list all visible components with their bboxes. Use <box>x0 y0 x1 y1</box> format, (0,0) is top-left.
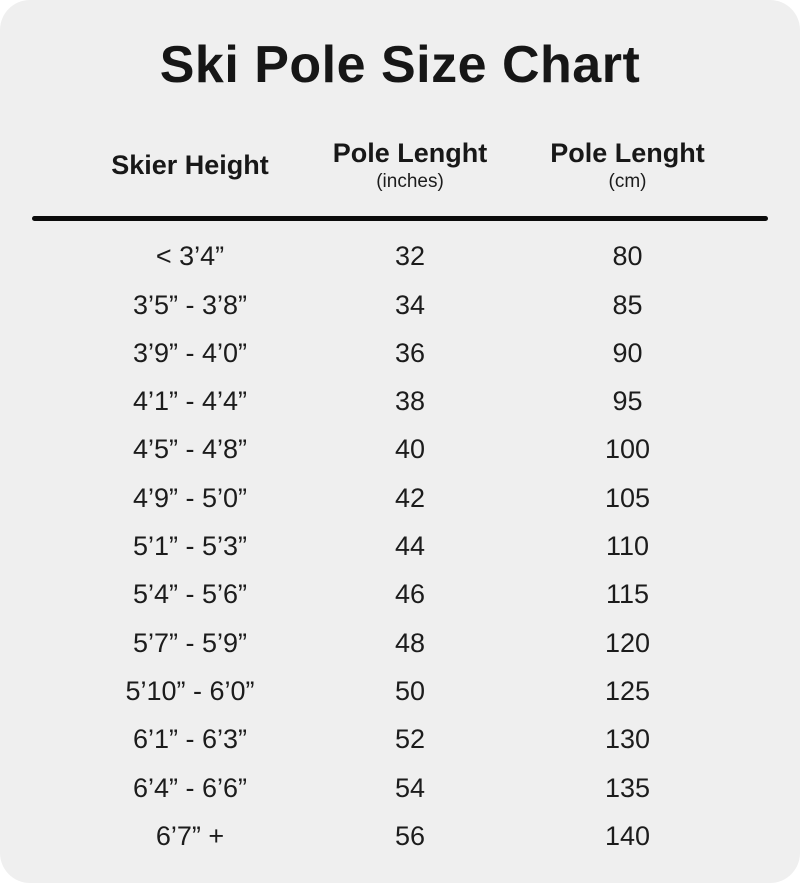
cell-pole-length-cm: 140 <box>604 820 651 851</box>
table-row: 5’1” - 5’3” 44 110 <box>0 522 800 570</box>
cell-pole-length-cm: 95 <box>612 386 643 417</box>
cell-pole-length-inches: 40 <box>394 434 426 465</box>
table-row: 4’1” - 4’4” 38 95 <box>0 378 800 426</box>
cell-skier-height: 3’5” - 3’8” <box>132 289 248 320</box>
cell-pole-length-cm: 80 <box>612 241 643 272</box>
cell-pole-length-inches: 42 <box>394 482 426 513</box>
table-row: 3’5” - 3’8” 34 85 <box>0 281 800 329</box>
cell-pole-length-inches: 52 <box>394 724 426 755</box>
cell-pole-length-cm: 100 <box>604 434 651 465</box>
table-row: 6’4” - 6’6” 54 135 <box>0 764 800 812</box>
header-sublabel-cm-unit: (cm) <box>608 170 647 192</box>
table-row: 4’9” - 5’0” 42 105 <box>0 474 800 522</box>
cell-pole-length-cm: 120 <box>604 627 651 658</box>
cell-pole-length-cm: 130 <box>604 724 651 755</box>
cell-pole-length-inches: 36 <box>394 337 426 368</box>
cell-skier-height: 6’4” - 6’6” <box>132 772 248 803</box>
cell-pole-length-inches: 54 <box>394 772 426 803</box>
header-cell-pole-length-inches: Pole Lenght (inches) <box>320 138 500 194</box>
cell-pole-length-cm: 90 <box>612 337 643 368</box>
cell-skier-height: 4’9” - 5’0” <box>132 482 248 513</box>
table-header: Skier Height Pole Lenght (inches) Pole L… <box>0 138 800 194</box>
table-row: 5’10” - 6’0” 50 125 <box>0 667 800 715</box>
table-row: < 3’4” 32 80 <box>0 233 800 281</box>
cell-pole-length-cm: 85 <box>612 289 643 320</box>
header-label-pole-length-cm: Pole Lenght <box>550 137 705 168</box>
header-divider-line <box>32 215 768 221</box>
table-row: 4’5” - 4’8” 40 100 <box>0 426 800 474</box>
header-sublabel-inches-unit: (inches) <box>376 170 444 192</box>
cell-skier-height: 4’1” - 4’4” <box>132 386 248 417</box>
header-label-skier-height: Skier Height <box>111 150 269 181</box>
cell-skier-height: 4’5” - 4’8” <box>132 434 248 465</box>
table-row: 6’1” - 6’3” 52 130 <box>0 716 800 764</box>
cell-pole-length-inches: 46 <box>394 579 426 610</box>
page-title: Ski Pole Size Chart <box>159 36 641 94</box>
cell-skier-height: < 3’4” <box>155 241 225 272</box>
cell-skier-height: 3’9” - 4’0” <box>132 337 248 368</box>
header-cell-pole-length-cm: Pole Lenght (cm) <box>500 138 755 194</box>
cell-pole-length-cm: 105 <box>604 482 651 513</box>
cell-pole-length-inches: 44 <box>394 531 426 562</box>
header-label-pole-length-inches: Pole Lenght <box>332 137 488 168</box>
header-cell-skier-height: Skier Height <box>60 150 320 181</box>
cell-skier-height: 5’10” - 6’0” <box>125 675 255 706</box>
cell-pole-length-inches: 50 <box>394 675 426 706</box>
table-row: 6’7” + 56 140 <box>0 812 800 860</box>
cell-pole-length-cm: 110 <box>605 531 650 562</box>
cell-skier-height: 5’1” - 5’3” <box>132 531 248 562</box>
table-row: 3’9” - 4’0” 36 90 <box>0 329 800 377</box>
cell-pole-length-inches: 56 <box>394 820 426 851</box>
cell-skier-height: 5’4” - 5’6” <box>132 579 248 610</box>
cell-pole-length-inches: 48 <box>394 627 426 658</box>
cell-skier-height: 6’7” + <box>155 820 225 851</box>
cell-pole-length-inches: 38 <box>394 386 426 417</box>
cell-pole-length-inches: 34 <box>394 289 426 320</box>
cell-pole-length-cm: 115 <box>605 579 650 610</box>
cell-pole-length-cm: 135 <box>604 772 651 803</box>
cell-pole-length-inches: 32 <box>394 241 426 272</box>
cell-skier-height: 6’1” - 6’3” <box>132 724 248 755</box>
cell-pole-length-cm: 125 <box>604 675 651 706</box>
table-row: 5’4” - 5’6” 46 115 <box>0 571 800 619</box>
table-body: < 3’4” 32 80 3’5” - 3’8” 34 85 3’9” - 4’… <box>0 221 800 861</box>
table-row: 5’7” - 5’9” 48 120 <box>0 619 800 667</box>
cell-skier-height: 5’7” - 5’9” <box>132 627 248 658</box>
